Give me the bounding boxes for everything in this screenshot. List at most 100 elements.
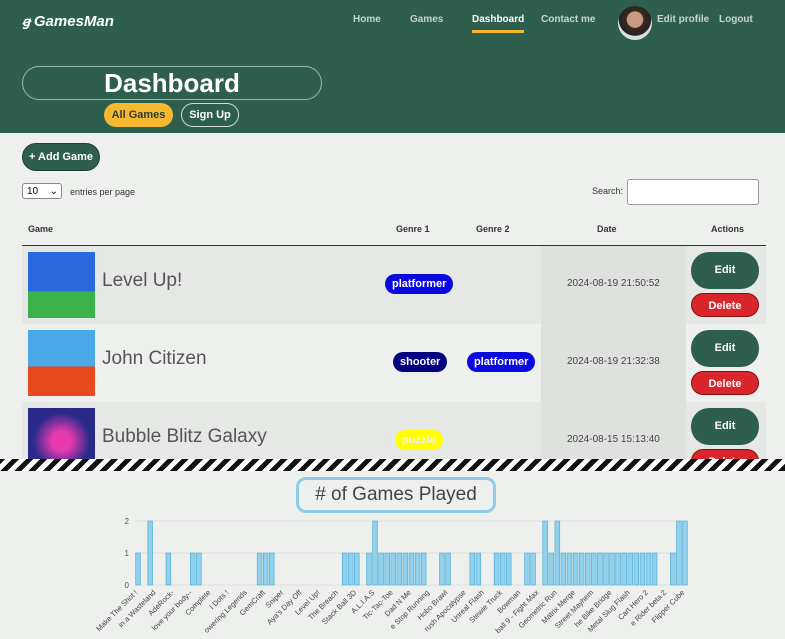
bar [633,552,640,586]
search-input[interactable] [627,179,759,205]
dashboard-title: Dashboard [22,66,322,100]
bar [621,552,627,586]
column-header: Actions [711,224,745,234]
bar [384,552,390,586]
search-label: Search: [592,186,624,196]
bar [390,552,396,586]
bar [603,552,609,586]
edit-button[interactable]: Edit [691,330,759,367]
bar [524,552,530,586]
date-cell [541,324,686,402]
bar [366,552,372,586]
y-tick-label: 0 [125,581,130,590]
bar [597,552,603,586]
bar [420,552,427,586]
bar [147,520,153,586]
bar [682,520,688,586]
genre-tag[interactable]: puzzle [395,430,443,450]
bar [262,552,269,586]
game-image [28,330,95,396]
bar [135,552,141,586]
game-name: John Citizen [102,348,207,369]
bar [609,552,615,586]
length-select[interactable]: 10 ⌄ [22,183,62,199]
separator [0,459,785,471]
game-name: Bubble Blitz Galaxy [102,426,267,447]
bar [372,520,378,586]
genre-tag[interactable]: platformer [467,352,536,372]
avatar[interactable] [618,6,652,40]
table-row: John Citizen shooter platformer 2024-08-19 … [22,324,766,403]
bar [402,552,409,586]
nav-link[interactable]: Home [353,14,381,25]
bar [499,552,506,586]
bar [548,552,554,586]
bar [165,552,172,586]
tab[interactable]: Sign Up [181,103,239,127]
bar [676,520,682,586]
tab[interactable]: All Games [104,103,173,127]
date-cell [541,246,686,324]
bar [190,552,196,586]
delete-button[interactable]: Delete [691,293,759,317]
bar [378,552,384,586]
bar [542,520,548,586]
y-tick-label: 1 [125,549,130,558]
bar [627,552,633,586]
bar [530,552,536,586]
nav-link[interactable]: Dashboard [472,14,525,33]
table-row: Level Up! platformer 2024-08-19 21:50:52 Ed… [22,246,766,325]
add-game-button[interactable]: + Add Game [22,143,100,171]
bar [408,552,415,586]
bar [651,552,658,586]
bar [572,552,579,586]
y-tick-label: 2 [125,517,130,526]
bar [493,552,500,586]
bar [670,552,676,586]
bar [560,552,567,586]
delete-button[interactable]: Delete [691,371,759,395]
bar [439,552,445,586]
bar [269,552,275,586]
bar [645,552,652,586]
logout[interactable]: Logout [719,14,753,25]
edit-profile[interactable]: Edit profile [657,14,710,25]
brand[interactable]: ꞡ GamesMan [22,13,114,30]
bar [196,552,202,586]
chart-title: # of Games Played [296,477,496,513]
brand-text: GamesMan [33,13,114,30]
entries-label: entries per page [70,187,136,197]
column-header: Genre 1 [396,224,430,234]
date: 2024-08-19 21:50:52 [567,278,660,289]
nav-link[interactable]: Contact me [541,14,596,25]
bar [639,552,646,586]
bar [475,552,482,586]
bar [354,552,360,586]
genre-tag[interactable]: platformer [385,274,454,294]
bar [256,552,263,586]
bar [591,552,597,586]
bar [396,552,403,586]
column-header: Date [597,224,617,234]
column-header: Game [28,224,54,234]
bar [578,552,585,586]
genre-tag[interactable]: shooter [393,352,448,372]
bar [414,552,421,586]
bar [585,552,591,586]
bar [566,552,573,586]
game-image [28,252,95,318]
column-header: Genre 2 [476,224,510,234]
bar [469,552,475,586]
bar [554,520,561,586]
table-header [22,215,766,246]
nav-link[interactable]: Games [410,14,444,25]
date: 2024-08-19 21:32:38 [567,356,660,367]
edit-button[interactable]: Edit [691,408,759,445]
edit-button[interactable]: Edit [691,252,759,289]
bar [445,552,451,586]
date: 2024-08-15 15:13:40 [567,434,660,445]
bar [615,552,621,586]
bar [506,552,512,586]
